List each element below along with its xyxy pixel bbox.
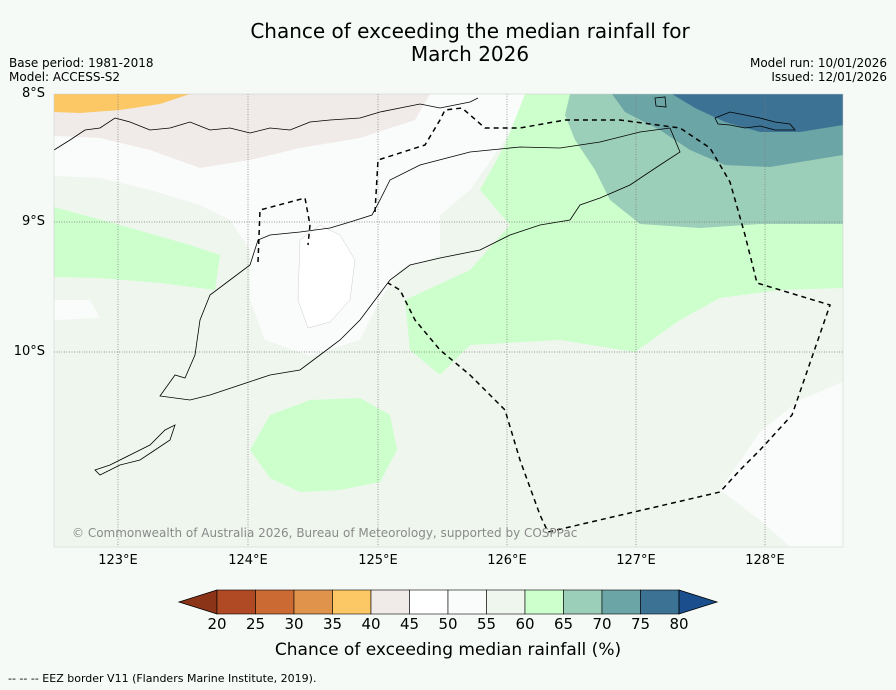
eez-footnote: -- -- -- EEZ border V11 (Flanders Marine… bbox=[8, 672, 317, 685]
lon-label: 128°E bbox=[745, 553, 785, 568]
colorbar-cells bbox=[216, 589, 680, 615]
lat-label: 8°S bbox=[21, 86, 45, 101]
colorbar-cell bbox=[601, 589, 641, 615]
issued-date: Issued: 12/01/2026 bbox=[771, 70, 887, 84]
colorbar-tick-label: 65 bbox=[553, 615, 574, 633]
colorbar-tick-label: 70 bbox=[592, 615, 612, 633]
lon-label: 124°E bbox=[228, 553, 268, 568]
colorbar-cell bbox=[640, 589, 680, 615]
map-area bbox=[54, 94, 843, 547]
region-50-55-west bbox=[54, 300, 100, 320]
region-60-65-south bbox=[250, 398, 397, 492]
page-title: Chance of exceeding the median rainfall … bbox=[0, 20, 896, 66]
region-50-55-north bbox=[54, 94, 530, 356]
coastline-wetar bbox=[714, 111, 796, 131]
colorbar-cell bbox=[524, 589, 564, 615]
colorbar-tick-label: 75 bbox=[630, 615, 651, 633]
colorbar-tick-label: 55 bbox=[476, 615, 497, 633]
colorbar-cell bbox=[216, 589, 256, 615]
colorbar-cell bbox=[293, 589, 333, 615]
colorbar-over-arrow bbox=[678, 589, 719, 615]
colorbar-under-arrow bbox=[177, 589, 218, 615]
colorbar-tick-label: 50 bbox=[438, 615, 458, 633]
colorbar-cell bbox=[447, 589, 487, 615]
colorbar-title: Chance of exceeding median rainfall (%) bbox=[274, 640, 622, 660]
colorbar-cell bbox=[409, 589, 449, 615]
coastline-north-islands bbox=[54, 97, 479, 151]
region-60-65-west bbox=[54, 207, 220, 290]
region-75-80 bbox=[672, 94, 843, 132]
title-line-2: March 2026 bbox=[410, 42, 530, 66]
lon-label: 126°E bbox=[487, 553, 527, 568]
title-line-1: Chance of exceeding the median rainfall … bbox=[250, 19, 690, 43]
model-run: Model run: 10/01/2026 bbox=[749, 56, 887, 70]
colorbar-tick-label: 45 bbox=[399, 615, 420, 633]
colorbar-tick-label: 35 bbox=[322, 615, 343, 633]
coastline-timor bbox=[159, 127, 681, 401]
colorbar-cell bbox=[486, 589, 526, 615]
colorbar-cell bbox=[255, 589, 295, 615]
lat-label: 10°S bbox=[13, 344, 45, 359]
colorbar-cell bbox=[332, 589, 372, 615]
colorbar-tick-label: 40 bbox=[361, 615, 381, 633]
graticule bbox=[54, 94, 843, 547]
colorbar bbox=[177, 589, 719, 615]
colorbar-tick-label: 60 bbox=[515, 615, 535, 633]
coastline-rote bbox=[94, 424, 176, 476]
map-frame bbox=[53, 93, 844, 548]
lon-label: 125°E bbox=[358, 553, 398, 568]
colorbar-cell bbox=[370, 589, 410, 615]
copyright-notice: © Commonwealth of Australia 2026, Bureau… bbox=[72, 526, 578, 540]
meta-left: Base period: 1981-2018 Model: ACCESS-S2 bbox=[9, 56, 154, 84]
region-35-40 bbox=[54, 94, 190, 113]
colorbar-tick-label: 80 bbox=[669, 615, 689, 633]
colorbar-cell bbox=[563, 589, 603, 615]
meta-right: Model run: 10/01/2026 Issued: 12/01/2026 bbox=[750, 56, 887, 84]
eez-border bbox=[257, 107, 831, 533]
base-period: Base period: 1981-2018 bbox=[9, 56, 154, 70]
region-50-55-east bbox=[720, 382, 843, 547]
lat-label: 9°S bbox=[21, 214, 45, 229]
colorbar-tick-label: 20 bbox=[207, 615, 227, 633]
colorbar-tick-label: 30 bbox=[284, 615, 304, 633]
coastline-small-island bbox=[654, 96, 667, 108]
lon-label: 123°E bbox=[98, 553, 138, 568]
colorbar-tick-label: 25 bbox=[245, 615, 266, 633]
model-name: Model: ACCESS-S2 bbox=[9, 70, 121, 84]
lon-label: 127°E bbox=[616, 553, 656, 568]
